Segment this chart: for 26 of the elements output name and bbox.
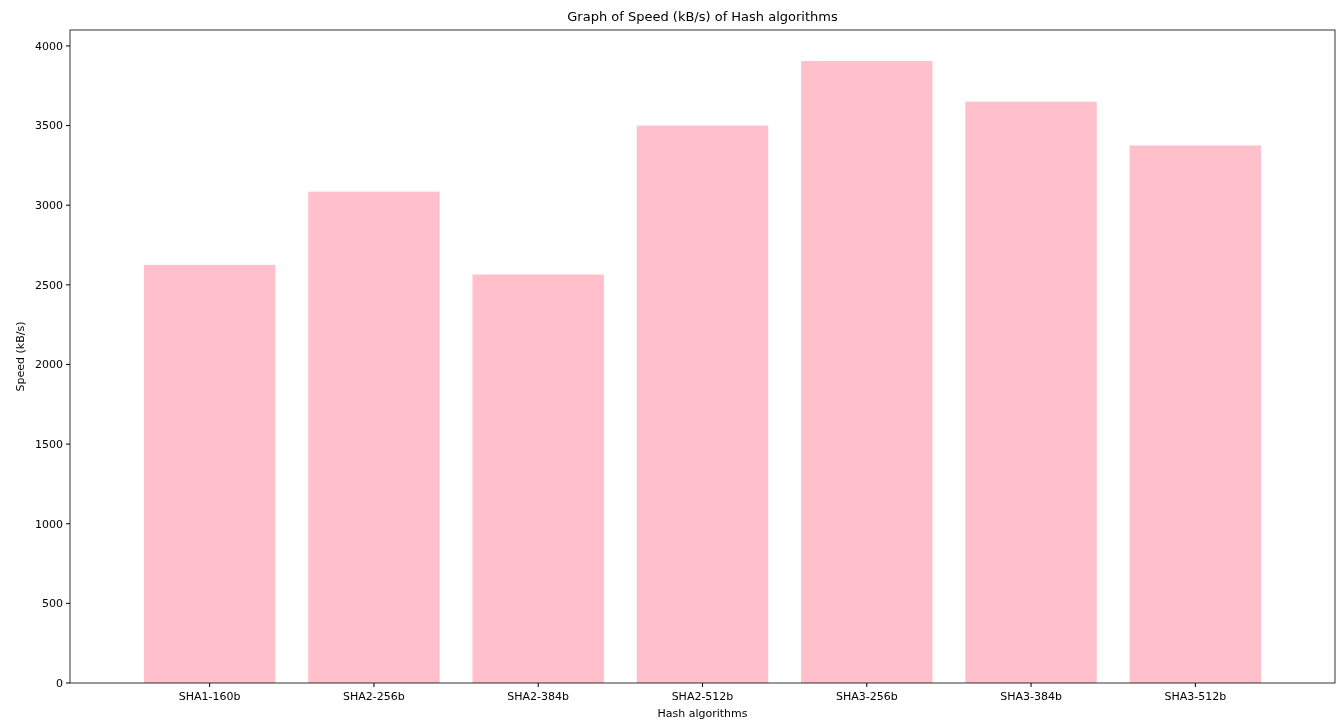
- bar: [143, 264, 276, 683]
- y-tick-label: 3500: [35, 119, 63, 133]
- bar: [472, 274, 604, 683]
- chart-title: Graph of Speed (kB/s) of Hash algorithms: [567, 9, 838, 24]
- x-tick-label: SHA1-160b: [178, 690, 241, 703]
- x-tick-label: SHA3-512b: [1164, 690, 1227, 703]
- bar: [801, 61, 933, 683]
- x-tick-label: SHA2-256b: [343, 690, 405, 703]
- bar: [308, 191, 440, 683]
- x-tick-label: SHA3-384b: [1000, 690, 1062, 703]
- x-tick-label: SHA3-256b: [835, 690, 898, 703]
- y-tick-label: 0: [56, 676, 63, 690]
- y-tick-label: 2000: [35, 358, 63, 372]
- x-axis-title: Hash algorithms: [657, 707, 748, 720]
- y-tick-label: 1000: [35, 517, 63, 531]
- bar: [636, 125, 769, 683]
- y-tick-label: 500: [42, 597, 63, 611]
- bar: [1129, 145, 1262, 683]
- y-tick-label: 4000: [35, 39, 63, 53]
- y-tick-label: 2500: [35, 278, 63, 292]
- x-tick-label: SHA2-512b: [671, 690, 734, 703]
- y-tick-label: 1500: [35, 437, 63, 451]
- y-axis-title: Speed (kB/s): [14, 321, 27, 392]
- x-tick-label: SHA2-384b: [507, 690, 570, 703]
- y-tick-label: 3000: [35, 199, 63, 213]
- bar: [965, 101, 1097, 683]
